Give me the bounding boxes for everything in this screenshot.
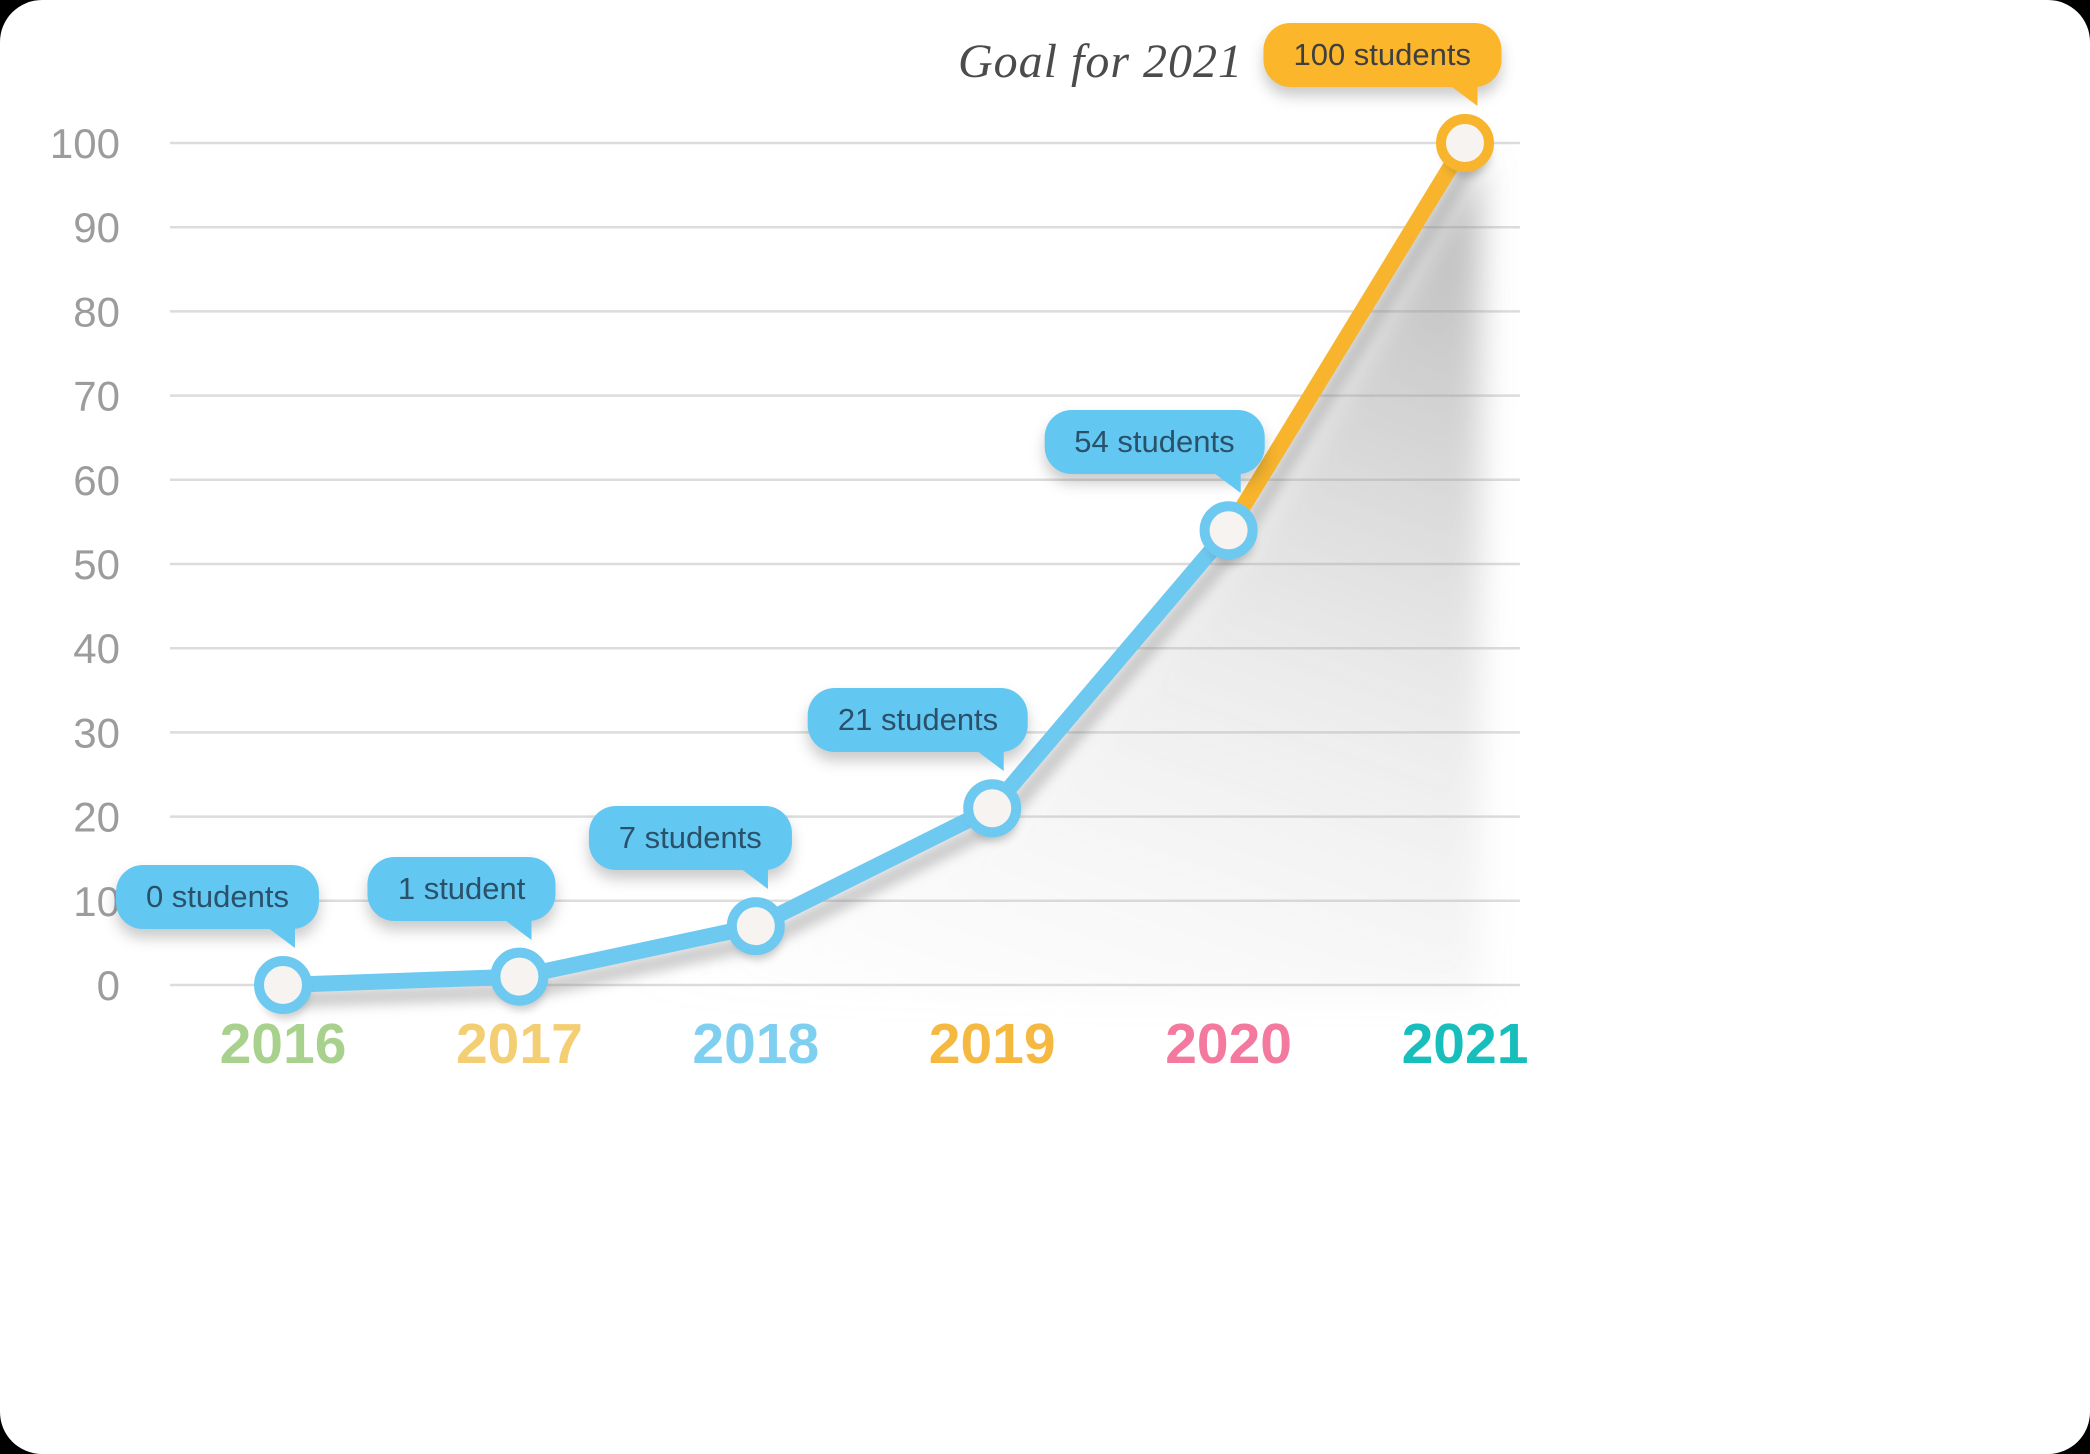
x-axis-labels: 2016 2017 2018 2019 2020 2021 [220, 1012, 1529, 1076]
data-point-2020 [1199, 501, 1258, 560]
data-point-2018 [726, 897, 785, 956]
svg-text:80: 80 [73, 288, 120, 335]
area-shadow [299, 155, 1481, 997]
goal-line [1220, 135, 1473, 539]
svg-text:10: 10 [73, 878, 120, 925]
x-label-2020: 2020 [1165, 1012, 1292, 1076]
data-point-2019 [963, 779, 1022, 838]
data-point-2017 [490, 947, 549, 1006]
svg-text:0: 0 [97, 962, 120, 1009]
x-label-2021: 2021 [1402, 1012, 1529, 1076]
svg-text:60: 60 [73, 457, 120, 504]
goal-for-2021-label: Goal for 2021 [958, 35, 1244, 88]
svg-text:20: 20 [73, 794, 120, 841]
svg-text:50: 50 [73, 541, 120, 588]
svg-text:30: 30 [73, 709, 120, 756]
svg-text:40: 40 [73, 625, 120, 672]
x-label-2019: 2019 [929, 1012, 1056, 1076]
svg-text:100: 100 [50, 120, 120, 167]
data-point-2016 [254, 956, 312, 1014]
data-point-2021 [1436, 114, 1494, 172]
svg-text:90: 90 [73, 204, 120, 251]
x-label-2016: 2016 [220, 1012, 347, 1076]
line-shadow [282, 148, 1482, 1008]
data-points [254, 114, 1494, 1019]
x-label-2018: 2018 [692, 1012, 819, 1076]
y-axis-labels: 0 10 20 30 40 50 60 70 80 90 100 [50, 120, 120, 1009]
svg-text:70: 70 [73, 373, 120, 420]
x-label-2017: 2017 [456, 1012, 583, 1076]
